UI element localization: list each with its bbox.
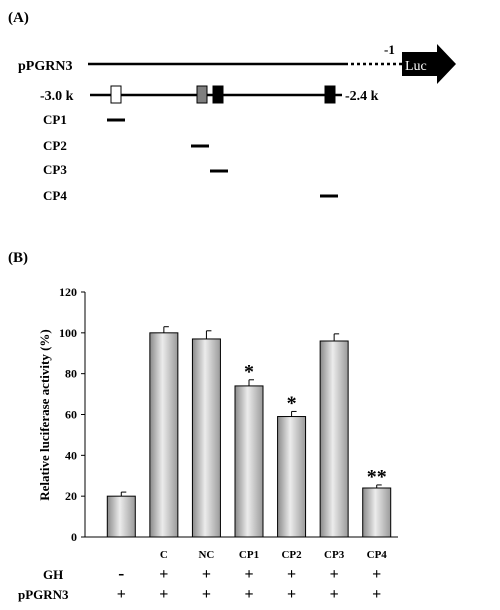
probe-label-cp2: CP2 [43,138,67,153]
bar-cp4 [362,487,392,538]
bar-c [149,332,179,538]
bar-cp1 [234,385,264,538]
condition-value: + [202,586,211,603]
y-tick-label: 100 [59,326,77,340]
bar-chart: 0 20 40 60 80 100 120 - + C + + NC + + * CP1 + + * CP2 + + CP3 +… [18,285,398,603]
y-tick-label: 0 [71,530,77,544]
probe-label-cp3: CP3 [43,162,67,177]
bar-cp3 [319,340,349,538]
condition-value: + [159,586,168,603]
bar-control [106,495,136,538]
condition-label-ppgrn3: pPGRN3 [18,587,69,602]
condition-value: + [244,586,253,603]
condition-value: - [118,563,124,583]
y-tick-label: 40 [65,448,77,462]
element-box-black-2 [324,85,336,104]
condition-value: + [330,566,339,583]
bar-nc [191,338,221,538]
condition-value: + [287,586,296,603]
condition-value: + [330,586,339,603]
y-tick-label: 60 [65,408,77,422]
significance-marker: * [244,361,254,383]
region-end-label: -2.4 k [345,89,379,104]
condition-value: + [287,566,296,583]
construct-label: pPGRN3 [18,59,72,74]
significance-marker: * [287,392,297,414]
region-start-label: -3.0 k [40,89,74,104]
condition-value: + [244,566,253,583]
panel-b-label: (B) [8,250,28,266]
x-tick-label: CP3 [324,549,345,561]
probe-label-cp1: CP1 [43,112,67,127]
luc-reporter-arrow [402,44,456,84]
x-tick-label: CP4 [367,549,388,561]
significance-marker: ** [367,466,387,488]
panel-a-label: (A) [8,10,29,26]
y-tick-label: 120 [59,285,77,299]
x-tick-label: C [160,549,168,561]
element-box-black-1 [212,85,224,104]
x-tick-label: CP1 [239,549,259,561]
condition-value: + [117,586,126,603]
bar-cp2 [277,416,307,538]
condition-label-gh: GH [43,567,63,582]
condition-value: + [372,566,381,583]
probe-label-cp4: CP4 [43,188,67,203]
x-tick-label: CP2 [281,549,302,561]
y-tick-label: 80 [65,367,77,381]
element-box-gray [196,85,208,104]
luc-label: Luc [405,59,427,74]
minus-one-label: -1 [384,42,395,57]
condition-value: + [202,566,211,583]
condition-value: + [372,586,381,603]
y-axis-label: Relative luciferase activity (%) [37,329,52,500]
x-tick-label: NC [198,549,214,561]
y-tick-label: 20 [65,489,77,503]
condition-value: + [159,566,168,583]
element-box-white [110,85,122,104]
